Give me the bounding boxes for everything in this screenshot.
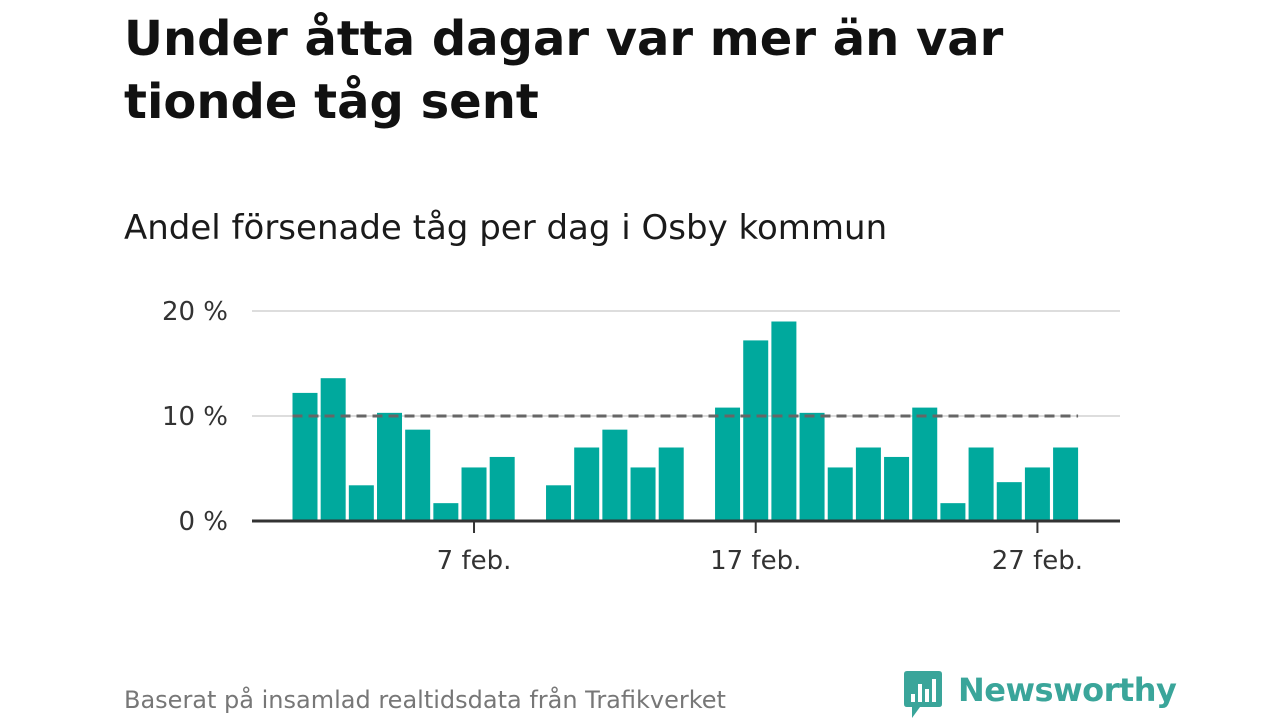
x-tick-label: 17 feb. bbox=[710, 546, 801, 576]
newsworthy-chart-bubble-icon bbox=[904, 671, 942, 718]
bar bbox=[574, 447, 600, 521]
bar bbox=[968, 447, 994, 521]
bar bbox=[489, 456, 515, 521]
bar bbox=[1053, 447, 1079, 521]
bar bbox=[996, 482, 1022, 521]
y-tick-label: 0 % bbox=[178, 507, 228, 537]
axes: 0 % 10 % 20 % 7 feb. 17 feb. 27 feb. bbox=[162, 297, 1120, 576]
bar bbox=[630, 467, 656, 521]
newsworthy-logo: Newsworthy bbox=[902, 670, 1177, 720]
bar bbox=[827, 467, 853, 521]
bar bbox=[771, 321, 797, 521]
bar bbox=[743, 340, 769, 521]
bar bbox=[405, 429, 431, 521]
grid-lines bbox=[252, 310, 1120, 417]
bar-chart: 0 % 10 % 20 % 7 feb. 17 feb. 27 feb. bbox=[162, 297, 1120, 576]
source-note: Baserat på insamlad realtidsdata från Tr… bbox=[124, 686, 726, 714]
y-tick-label: 20 % bbox=[162, 297, 228, 327]
bar bbox=[546, 485, 572, 521]
bar bbox=[715, 407, 741, 521]
bar bbox=[940, 503, 966, 521]
bar bbox=[320, 378, 346, 521]
bar bbox=[1024, 467, 1050, 521]
bar bbox=[912, 407, 938, 521]
bar bbox=[377, 412, 403, 521]
bars bbox=[292, 321, 1079, 521]
y-tick-label: 10 % bbox=[162, 402, 228, 432]
bar bbox=[461, 467, 487, 521]
bar bbox=[602, 429, 628, 521]
bar bbox=[884, 456, 910, 521]
bar bbox=[799, 412, 825, 521]
x-tick-label: 27 feb. bbox=[992, 546, 1083, 576]
bar bbox=[433, 503, 459, 521]
bar bbox=[658, 447, 684, 521]
logo-text: Newsworthy bbox=[958, 671, 1177, 709]
chart-title: Under åtta dagar var mer än var tionde t… bbox=[124, 11, 1004, 130]
bar bbox=[855, 447, 881, 521]
chart-subtitle: Andel försenade tåg per dag i Osby kommu… bbox=[124, 208, 888, 248]
x-tick-label: 7 feb. bbox=[437, 546, 512, 576]
bar bbox=[348, 485, 374, 521]
bar bbox=[292, 392, 318, 521]
